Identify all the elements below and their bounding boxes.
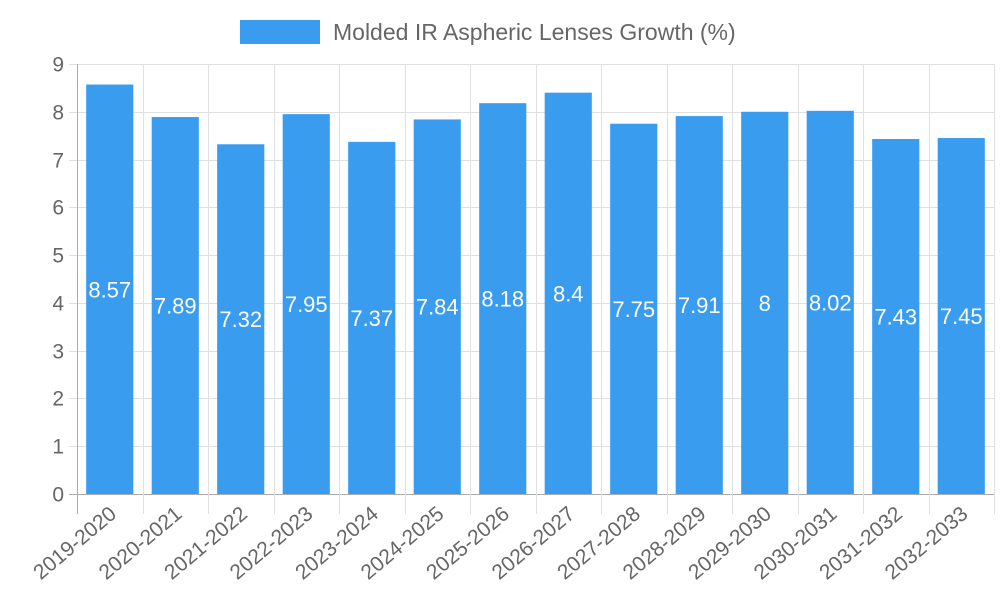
bar-value-label: 8.18	[481, 287, 524, 312]
bar-value-label: 7.75	[612, 297, 655, 322]
bar-value-label: 8.4	[553, 281, 584, 306]
bar[interactable]	[675, 116, 723, 495]
bar-value-label: 7.32	[219, 307, 262, 332]
bar[interactable]	[872, 139, 920, 494]
y-tick-label: 6	[52, 197, 64, 220]
y-tick-label: 5	[52, 245, 64, 268]
bar[interactable]	[741, 111, 789, 495]
y-tick-label: 7	[52, 150, 64, 173]
y-tick-label: 9	[52, 54, 64, 77]
y-tick-label: 2	[52, 388, 64, 411]
bar[interactable]	[806, 110, 854, 495]
bar[interactable]	[348, 141, 396, 494]
bar-value-label: 7.95	[285, 292, 328, 317]
bar[interactable]	[610, 123, 658, 494]
bar-value-label: 7.43	[874, 305, 917, 330]
bar[interactable]	[217, 144, 265, 494]
bar-value-label: 7.37	[350, 306, 393, 331]
bar-value-label: 7.89	[154, 294, 197, 319]
bar-value-label: 7.91	[678, 293, 721, 318]
y-tick-label: 4	[52, 293, 64, 316]
bar[interactable]	[413, 119, 461, 494]
bar[interactable]	[282, 114, 330, 495]
bar[interactable]	[544, 92, 592, 495]
chart-legend[interactable]: Molded IR Aspheric Lenses Growth (%)	[0, 18, 1000, 46]
bar[interactable]	[86, 84, 134, 495]
bar[interactable]	[479, 103, 527, 494]
bar-value-label: 8.02	[809, 290, 852, 315]
bar-value-label: 7.45	[940, 304, 983, 329]
bar-value-label: 8	[759, 291, 771, 316]
y-tick-label: 0	[52, 484, 64, 507]
legend-swatch[interactable]	[240, 20, 320, 44]
bar[interactable]	[151, 117, 199, 495]
y-tick-label: 3	[52, 341, 64, 364]
y-tick-label: 1	[52, 436, 64, 459]
bar-value-label: 7.84	[416, 295, 459, 320]
bar-value-label: 8.57	[88, 277, 131, 302]
bar[interactable]	[937, 138, 985, 495]
y-tick-label: 8	[52, 102, 64, 125]
legend-label[interactable]: Molded IR Aspheric Lenses Growth (%)	[333, 19, 736, 45]
